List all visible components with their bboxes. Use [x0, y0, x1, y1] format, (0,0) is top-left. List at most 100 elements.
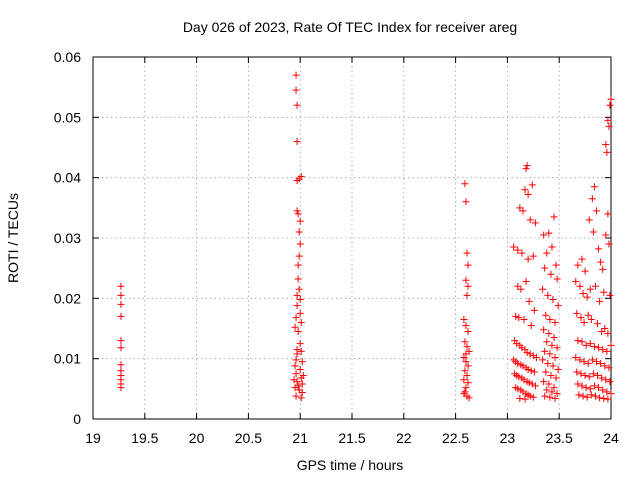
data-point [599, 265, 607, 273]
data-point [546, 350, 554, 358]
data-point [546, 315, 554, 323]
data-point [594, 320, 602, 328]
data-point [578, 382, 586, 390]
data-point [524, 366, 532, 374]
data-point [544, 359, 552, 367]
data-point [298, 388, 306, 396]
data-point [292, 356, 300, 364]
data-point [525, 379, 533, 387]
data-point [296, 217, 304, 225]
data-point [296, 240, 304, 248]
data-point [292, 314, 300, 322]
data-point [548, 341, 556, 349]
data-point [579, 290, 587, 298]
data-point [583, 293, 591, 301]
data-point [606, 101, 614, 109]
data-point [550, 384, 558, 392]
data-point [531, 382, 539, 390]
data-point [519, 362, 527, 370]
data-point [602, 231, 610, 239]
data-point [545, 329, 553, 337]
data-point [540, 378, 548, 386]
data-point [547, 270, 555, 278]
data-point [587, 391, 595, 399]
data-point [523, 162, 531, 170]
grid-lines [93, 57, 611, 419]
data-point [292, 370, 300, 378]
x-tick-labels: 19 19.5 20 20.5 21 21.5 22 22.5 23 23.5 24 [85, 430, 619, 446]
data-point [604, 395, 612, 403]
data-point [601, 362, 609, 370]
x-tick-label: 19.5 [131, 430, 158, 446]
data-point [601, 325, 609, 332]
data-point [603, 388, 611, 396]
y-tick-label: 0.04 [54, 170, 81, 186]
data-point [604, 210, 612, 218]
data-point [463, 249, 471, 257]
data-point [605, 364, 613, 372]
y-tick-label: 0.05 [54, 109, 81, 125]
data-point [588, 356, 596, 364]
data-point [573, 309, 581, 317]
data-point [599, 346, 607, 354]
chart-title: Day 026 of 2023, Rate Of TEC Index for r… [183, 19, 517, 35]
data-point [293, 302, 301, 310]
data-point [518, 344, 526, 352]
data-point [550, 213, 558, 221]
data-point [117, 300, 125, 308]
data-point [527, 367, 535, 375]
data-point [552, 374, 560, 382]
data-point [545, 380, 553, 388]
data-point [603, 148, 611, 156]
data-point [602, 140, 610, 148]
data-point [524, 255, 532, 263]
data-point [295, 285, 303, 293]
data-point [574, 261, 582, 269]
data-point [461, 367, 469, 375]
data-point [295, 228, 303, 236]
data-point [572, 277, 580, 285]
data-point [584, 311, 592, 319]
data-point [595, 344, 603, 352]
data-point [576, 282, 584, 290]
data-point [296, 296, 304, 304]
data-point [603, 347, 611, 355]
data-point [553, 390, 561, 398]
data-point [544, 291, 552, 299]
x-tick-label: 23.5 [546, 430, 573, 446]
data-point [578, 255, 586, 263]
x-tick-label: 23 [500, 430, 516, 446]
data-point [589, 228, 597, 236]
data-point [541, 264, 549, 272]
data-point [597, 359, 605, 367]
data-point [297, 347, 305, 355]
data-point [582, 341, 590, 349]
data-point [521, 186, 529, 194]
data-point [546, 393, 554, 401]
data-point [299, 372, 307, 380]
data-point [590, 382, 598, 390]
data-point [514, 246, 522, 254]
data-point [542, 368, 550, 376]
data-point [595, 245, 603, 253]
data-point [298, 358, 306, 366]
data-point [531, 219, 539, 227]
data-point [529, 252, 537, 260]
data-point [592, 358, 600, 366]
data-point [543, 338, 551, 346]
data-point [294, 210, 302, 218]
data-point [549, 362, 557, 370]
data-point [581, 267, 589, 275]
data-point [460, 376, 468, 384]
data-point [293, 346, 301, 354]
data-point [117, 344, 125, 352]
data-point [297, 172, 305, 180]
y-tick-label: 0.01 [54, 351, 81, 367]
x-tick-label: 20.5 [235, 430, 262, 446]
data-point [296, 366, 304, 374]
data-point [553, 275, 561, 283]
data-point [527, 321, 535, 329]
data-point [463, 372, 471, 380]
data-point [290, 376, 298, 384]
data-point [585, 373, 593, 381]
